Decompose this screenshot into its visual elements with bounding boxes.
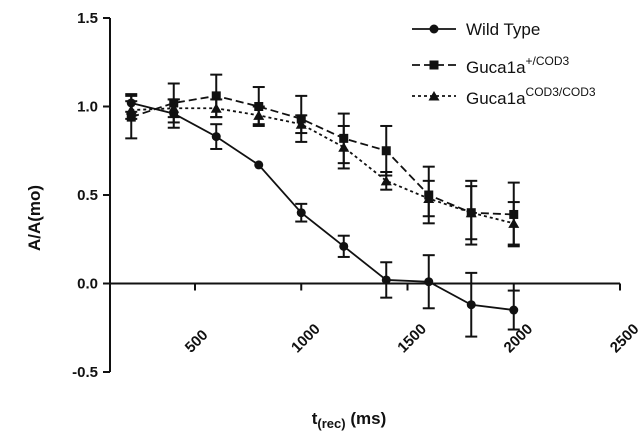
x-tick-label: 2500 xyxy=(607,321,640,357)
axes xyxy=(109,18,620,372)
x-ticks: 500 1000 1500 2000 2500 xyxy=(182,283,640,357)
data-point xyxy=(423,193,435,204)
x-axis-title: t(rec) (ms) xyxy=(312,409,386,431)
data-point xyxy=(125,105,137,115)
data-point xyxy=(296,208,306,218)
data-point xyxy=(381,275,391,285)
legend-item-wild-type: Wild Type xyxy=(412,20,540,39)
y-tick-label: 1.5 xyxy=(77,10,98,27)
data-point xyxy=(211,91,221,101)
legend-label-guca1a-hom-main: Guca1a xyxy=(466,89,526,108)
y-tick-label: 1.0 xyxy=(77,99,98,116)
series-2 xyxy=(125,98,520,246)
data-point xyxy=(339,241,349,251)
legend-marker-guca1a-hom xyxy=(428,91,440,101)
data-point xyxy=(253,110,265,120)
y-tick-label: 0.5 xyxy=(77,187,98,204)
x-tick-label: 2000 xyxy=(501,321,537,357)
legend-item-guca1a-het: Guca1a+/COD3 xyxy=(412,54,570,77)
data-point xyxy=(466,300,476,310)
data-point xyxy=(210,103,222,113)
data-point xyxy=(465,207,477,218)
data-point xyxy=(168,103,180,113)
legend-label-guca1a-het-sup: +/COD3 xyxy=(526,54,570,68)
data-point xyxy=(338,142,350,152)
x-axis-title-sub: (rec) xyxy=(317,416,345,431)
x-tick-label: 500 xyxy=(182,327,212,357)
data-point xyxy=(380,175,392,186)
y-tick-label: 0.0 xyxy=(77,276,98,293)
x-axis-title-unit: (ms) xyxy=(346,409,387,428)
x-axis-title-main: t xyxy=(312,409,318,428)
series-line xyxy=(130,94,514,216)
series-layer xyxy=(125,73,520,338)
data-point xyxy=(381,146,391,156)
y-axis-title: A/A(mo) xyxy=(25,185,44,251)
data-point xyxy=(295,119,307,129)
legend-label-guca1a-hom: Guca1aCOD3/COD3 xyxy=(466,85,596,108)
data-point xyxy=(424,277,434,287)
legend-marker-guca1a-het xyxy=(429,60,439,70)
data-point xyxy=(211,132,221,142)
data-point xyxy=(508,218,520,228)
legend-marker-wild-type xyxy=(429,24,439,34)
legend-label-guca1a-het-main: Guca1a xyxy=(466,58,526,77)
y-ticks: -0.5 0.0 0.5 1.0 1.5 xyxy=(72,10,110,381)
y-tick-label: -0.5 xyxy=(72,364,98,381)
legend-item-guca1a-hom: Guca1aCOD3/COD3 xyxy=(412,85,596,108)
series-0 xyxy=(125,93,520,338)
legend-label-guca1a-hom-sup: COD3/COD3 xyxy=(526,85,596,99)
data-point xyxy=(509,305,519,315)
legend-label-wild-type: Wild Type xyxy=(466,20,540,39)
series-1 xyxy=(125,73,520,248)
legend-label-guca1a-het: Guca1a+/COD3 xyxy=(466,54,570,77)
x-tick-label: 1000 xyxy=(288,321,324,357)
series-line xyxy=(131,102,514,311)
series-line xyxy=(131,107,514,225)
x-tick-label: 1500 xyxy=(394,321,430,357)
legend: Wild Type Guca1a+/COD3 Guca1aCOD3/COD3 xyxy=(412,20,596,108)
data-point xyxy=(254,160,264,170)
